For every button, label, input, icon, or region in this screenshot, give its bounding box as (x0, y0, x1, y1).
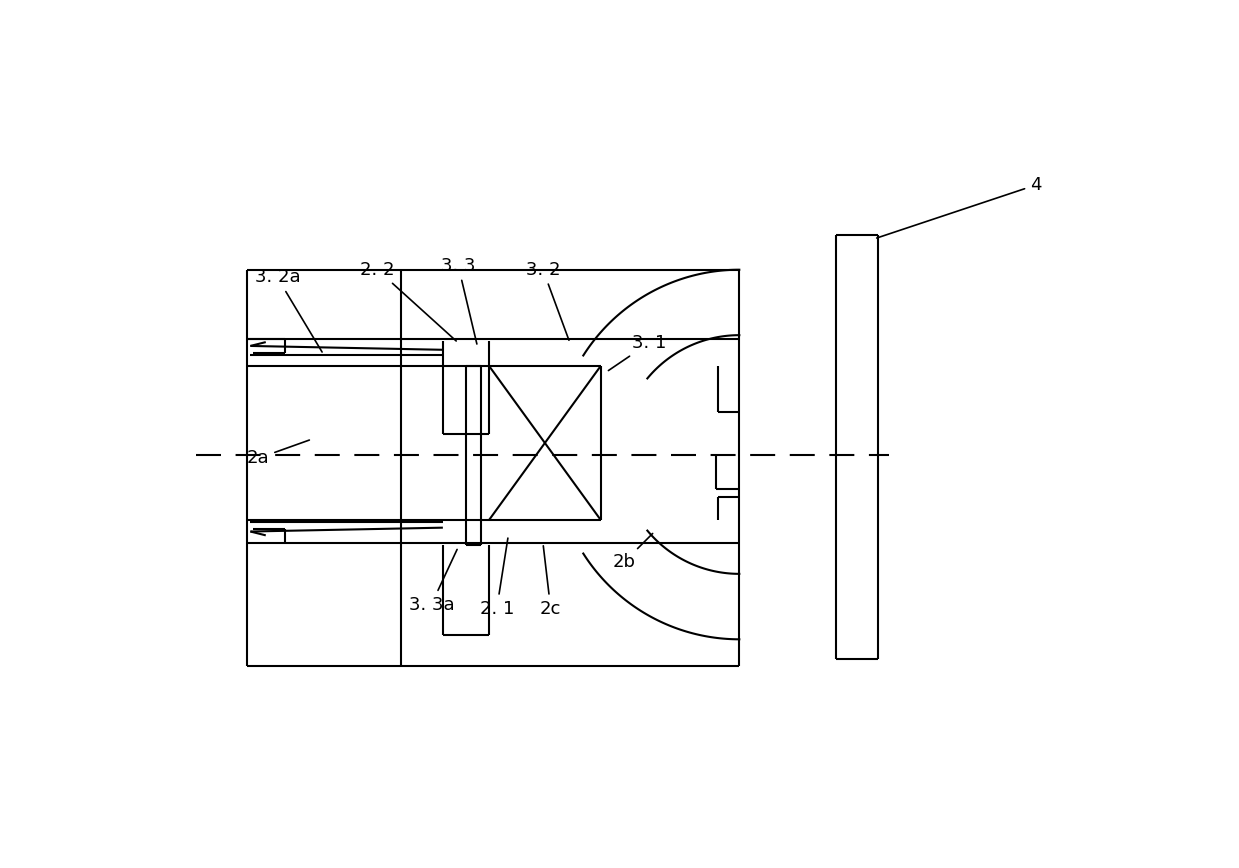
Text: 2b: 2b (612, 534, 653, 571)
Text: 2. 1: 2. 1 (479, 538, 514, 617)
Text: 4: 4 (877, 176, 1042, 238)
Text: 3. 2a: 3. 2a (254, 268, 322, 352)
Text: 2a: 2a (247, 440, 310, 467)
Text: 2c: 2c (540, 546, 561, 617)
Text: 3. 1: 3. 1 (608, 334, 667, 371)
Text: 3. 2: 3. 2 (525, 260, 569, 340)
Text: 2. 2: 2. 2 (361, 260, 456, 341)
Text: 3. 3a: 3. 3a (409, 549, 457, 614)
Text: 3. 3: 3. 3 (441, 257, 477, 344)
